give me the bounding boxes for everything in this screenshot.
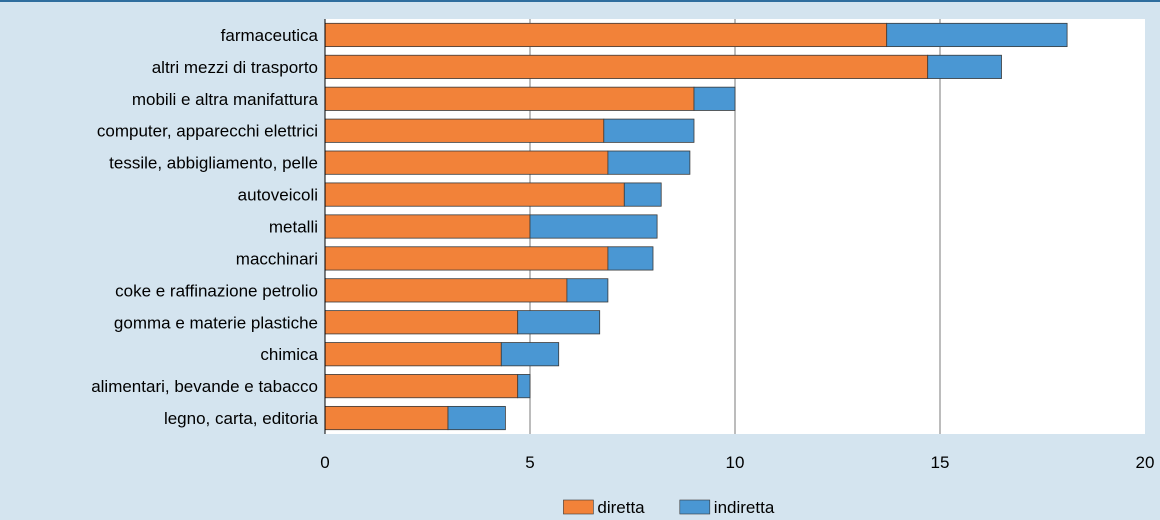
category-label: macchinari (236, 249, 318, 268)
bar-segment-diretta (324, 54, 929, 79)
bar-segment-diretta (324, 374, 519, 399)
category-label: legno, carta, editoria (164, 409, 319, 428)
x-tick-label: 0 (320, 453, 329, 472)
category-label: coke e raffinazione petrolio (115, 281, 318, 300)
bar-segment-indiretta (623, 182, 662, 207)
legend-swatch-indiretta (679, 499, 711, 515)
bar-segment-diretta (324, 246, 609, 271)
bar-segment-diretta (324, 22, 888, 48)
legend: diretta indiretta (563, 498, 775, 517)
bar-segment-indiretta (517, 310, 601, 335)
category-label: tessile, abbigliamento, pelle (109, 154, 318, 173)
bar-segment-indiretta (500, 342, 560, 367)
bar-segment-indiretta (927, 54, 1002, 79)
bar-segment-diretta (324, 118, 605, 143)
legend-label-indiretta: indiretta (714, 498, 775, 517)
x-tick-label: 5 (525, 453, 534, 472)
legend-label-diretta: diretta (597, 498, 645, 517)
bar-segment-indiretta (529, 214, 658, 239)
bar-segment-diretta (324, 405, 449, 431)
category-label: chimica (260, 345, 318, 364)
bar-segment-diretta (324, 342, 502, 367)
x-tick-label: 20 (1136, 453, 1155, 472)
bar-segment-diretta (324, 182, 625, 207)
category-label: metalli (269, 218, 318, 237)
category-label: altri mezzi di trasporto (152, 58, 318, 77)
bar-segment-diretta (324, 150, 609, 175)
category-labels: farmaceutica altri mezzi di trasporto mobi… (91, 26, 318, 428)
bar-segment-diretta (324, 310, 519, 335)
category-label: farmaceutica (221, 26, 319, 45)
category-label: computer, apparecchi elettrici (97, 122, 318, 141)
bar-segment-indiretta (566, 278, 609, 303)
category-label: autoveicoli (238, 186, 318, 205)
bar-segment-indiretta (447, 405, 506, 431)
category-label: alimentari, bevande e tabacco (91, 377, 318, 396)
bar-segment-diretta (324, 278, 568, 303)
bar-segment-indiretta (886, 22, 1068, 48)
x-tick-label: 15 (931, 453, 950, 472)
bars (324, 22, 1068, 431)
category-label: mobili e altra manifattura (132, 90, 319, 109)
x-tick-label: 10 (726, 453, 745, 472)
bar-segment-indiretta (693, 86, 736, 111)
bar-segment-diretta (324, 214, 531, 239)
category-label: gomma e materie plastiche (114, 313, 318, 332)
top-rule (0, 0, 1160, 2)
bar-segment-indiretta (603, 118, 695, 143)
bar-segment-diretta (324, 86, 695, 111)
bar-segment-indiretta (607, 246, 654, 271)
x-tick-labels: 0 5 10 15 20 (320, 453, 1154, 472)
legend-swatch-diretta (563, 499, 594, 515)
bar-segment-indiretta (607, 150, 691, 175)
bar-segment-indiretta (517, 374, 531, 399)
